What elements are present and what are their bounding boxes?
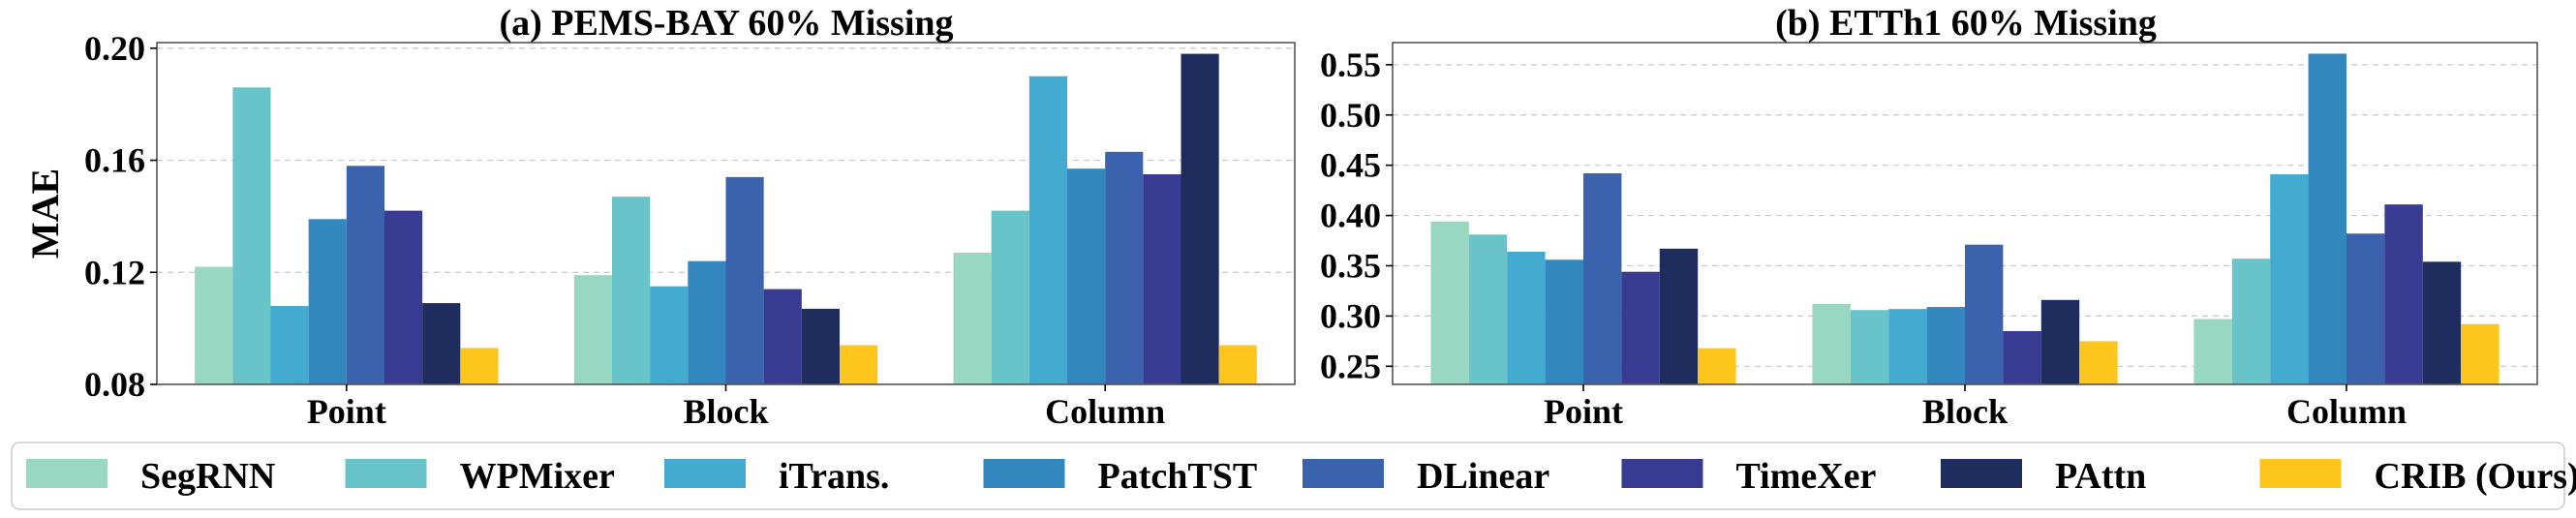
bar-pattn-point	[1659, 248, 1699, 384]
y-tick-label: 0.16	[84, 141, 145, 180]
bar-timexer-block	[2003, 330, 2041, 384]
bar-segrnn-point	[195, 266, 233, 384]
legend-swatch-segrnn	[26, 459, 107, 488]
legend-swatch-wpmixer	[345, 459, 427, 488]
y-tick-label: 0.35	[1320, 246, 1381, 285]
y-tick-label: 0.25	[1320, 347, 1381, 385]
legend-label-pattn: PAttn	[2055, 456, 2146, 497]
bar-timexer-point	[1621, 271, 1660, 384]
y-tick-label: 0.12	[84, 253, 145, 291]
bar-patchtst-point	[1545, 259, 1583, 384]
legend-label-itrans: iTrans.	[779, 456, 889, 497]
legend: SegRNN WPMixer iTrans. PatchTST DLinear TimeX…	[11, 442, 2576, 510]
bar-dlinear-point	[346, 166, 384, 384]
y-tick-label: 0.30	[1320, 296, 1381, 335]
legend-label-patchtst: PatchTST	[1098, 456, 1258, 497]
legend-swatch-itrans	[664, 459, 746, 488]
bar-pattn-block	[2040, 299, 2080, 384]
x-tick-label-column: Column	[2286, 392, 2407, 431]
y-axis-label: MAE	[23, 168, 67, 259]
x-tick-label-block: Block	[683, 392, 768, 431]
legend-swatch-timexer	[1621, 459, 1703, 488]
bar-wpmixer-column	[991, 210, 1029, 384]
x-tick-label-column: Column	[1045, 392, 1165, 431]
bar-patchtst-column	[1067, 168, 1106, 384]
y-tick-label: 0.50	[1320, 96, 1381, 135]
bar-patchtst-block	[688, 260, 726, 384]
bar-itrans-point	[270, 305, 309, 384]
bar-timexer-point	[384, 210, 423, 384]
bar-crib-ours-block	[2079, 341, 2118, 384]
bar-itrans-column	[2270, 174, 2309, 384]
bar-wpmixer-point	[1468, 234, 1508, 384]
chart-panel-pems-bay: 0.08 0.12 0.16 0.20 Point Block Column (a) PEMS…	[23, 3, 1296, 431]
bar-itrans-column	[1028, 76, 1067, 384]
bar-timexer-column	[2384, 204, 2423, 384]
chart-title: (b) ETTh1 60% Missing	[1775, 3, 2157, 44]
y-tick-label: 0.45	[1320, 146, 1381, 185]
bar-segrnn-column	[2193, 319, 2232, 384]
bar-crib-ours-column	[2461, 323, 2499, 384]
bar-crib-ours-point	[460, 348, 499, 384]
bar-segrnn-column	[953, 253, 992, 384]
y-tick-label: 0.20	[84, 29, 145, 68]
bar-pattn-column	[2422, 261, 2462, 384]
bar-wpmixer-column	[2231, 259, 2271, 384]
x-tick-label-point: Point	[1544, 392, 1623, 431]
bar-timexer-block	[763, 289, 802, 384]
legend-swatch-pattn	[1941, 459, 2022, 488]
bar-pattn-point	[422, 303, 461, 384]
bar-patchtst-block	[1926, 307, 1965, 384]
bar-crib-ours-column	[1218, 345, 1257, 384]
bar-segrnn-block	[573, 275, 612, 384]
bar-dlinear-column	[2346, 233, 2385, 384]
bar-patchtst-column	[2308, 53, 2346, 384]
legend-box	[11, 442, 2565, 510]
legend-label-wpmixer: WPMixer	[460, 456, 616, 497]
legend-label-segrnn: SegRNN	[140, 456, 275, 497]
chart-panel-etth1: 0.25 0.30 0.35 0.40 0.45 0.50 0.55 Point Block Co…	[1320, 3, 2538, 431]
bar-dlinear-block	[725, 176, 764, 384]
bar-dlinear-column	[1105, 151, 1144, 384]
bar-crib-ours-point	[1698, 348, 1736, 384]
legend-label-timexer: TimeXer	[1736, 456, 1877, 497]
x-tick-label-point: Point	[307, 392, 386, 431]
bar-segrnn-block	[1812, 303, 1851, 384]
bar-itrans-block	[650, 286, 689, 384]
bar-crib-ours-block	[840, 345, 878, 384]
legend-swatch-crib-ours	[2259, 459, 2342, 488]
legend-label-dlinear: DLinear	[1417, 456, 1549, 497]
y-tick-label: 0.40	[1320, 197, 1381, 235]
bar-patchtst-point	[308, 219, 347, 384]
legend-label-crib-ours: CRIB (Ours)	[2375, 456, 2576, 497]
bar-pattn-block	[801, 308, 840, 384]
x-tick-label-block: Block	[1922, 392, 2008, 431]
legend-swatch-dlinear	[1303, 459, 1384, 488]
bar-wpmixer-block	[1850, 310, 1889, 384]
y-tick-label: 0.08	[84, 365, 145, 404]
legend-swatch-patchtst	[983, 459, 1065, 488]
bar-timexer-column	[1143, 173, 1181, 384]
chart-title: (a) PEMS-BAY 60% Missing	[499, 3, 953, 44]
y-tick-label: 0.55	[1320, 46, 1381, 84]
bar-itrans-point	[1507, 251, 1546, 384]
bar-dlinear-point	[1583, 172, 1622, 384]
bar-dlinear-block	[1965, 244, 2004, 384]
bar-wpmixer-block	[612, 197, 651, 384]
bar-pattn-column	[1181, 53, 1219, 385]
bar-wpmixer-point	[232, 87, 271, 385]
bar-itrans-block	[1888, 309, 1927, 384]
bar-segrnn-point	[1430, 221, 1469, 384]
